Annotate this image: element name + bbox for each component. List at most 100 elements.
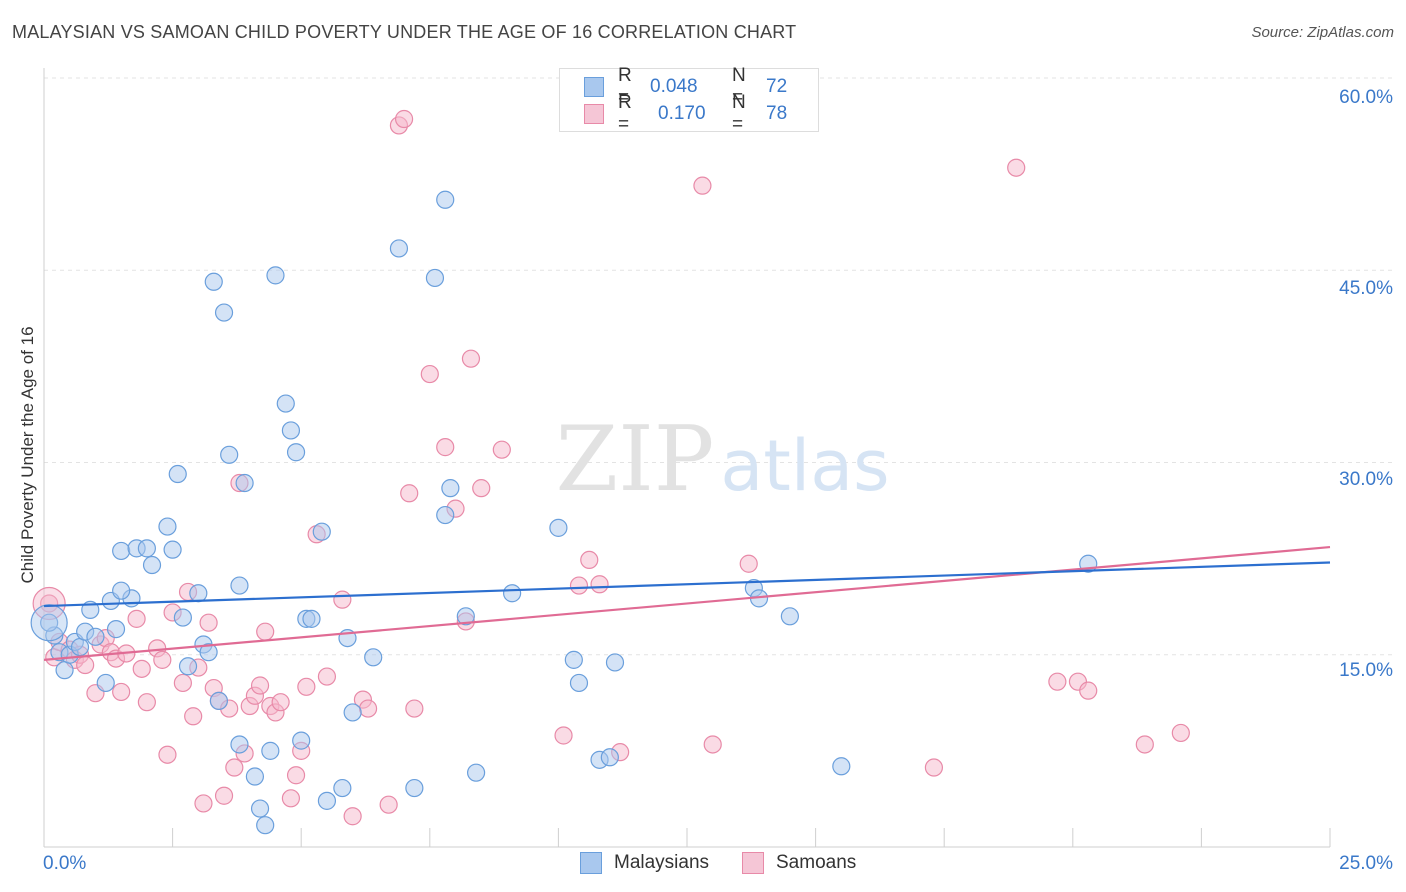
malaysian-point <box>256 816 275 835</box>
samoan-point <box>343 807 362 826</box>
malaysian-point <box>266 266 285 285</box>
malaysian-point <box>189 584 208 603</box>
n-value: 72 <box>766 76 788 97</box>
malaysian-point <box>214 303 234 322</box>
samoan-point <box>286 766 306 785</box>
malaysian-point <box>456 607 475 626</box>
malaysian-swatch <box>580 852 602 874</box>
malaysian-point <box>70 637 90 657</box>
samoan-point <box>1135 735 1154 754</box>
malaysian-point <box>230 576 249 595</box>
samoan-point <box>153 650 172 669</box>
trend-lines <box>43 545 1331 661</box>
malaysian-point <box>250 799 270 818</box>
malaysian-point <box>564 650 583 669</box>
malaysian-point <box>96 673 115 693</box>
samoan-point <box>281 789 301 808</box>
malaysian-point <box>436 190 455 209</box>
samoan-point <box>472 479 491 498</box>
malaysian-point <box>600 748 619 767</box>
samoan-point <box>1079 681 1098 700</box>
malaysian-point <box>30 604 68 642</box>
malaysian-point <box>245 767 265 786</box>
malaysian-point <box>281 421 301 440</box>
malaysian-point <box>106 620 126 639</box>
samoan-point <box>184 707 203 726</box>
samoan-point <box>569 576 589 595</box>
samoan-point <box>127 609 146 628</box>
malaysian-point <box>605 653 625 672</box>
samoan-point <box>1048 672 1067 691</box>
samoan-point <box>924 758 944 777</box>
legend-label: Malaysians <box>614 852 710 873</box>
malaysian-point <box>549 518 568 537</box>
malaysian-point <box>40 613 59 632</box>
samoan-point <box>379 795 398 814</box>
malaysian-point <box>317 791 337 810</box>
malaysian-point <box>780 607 799 626</box>
malaysian-point <box>173 608 192 627</box>
watermark-zip: ZIP <box>556 407 715 512</box>
y-tick-label: 15.0% <box>1339 660 1393 681</box>
samoan-point <box>250 676 270 695</box>
malaysian-point <box>312 522 331 541</box>
samoan-point <box>461 349 481 368</box>
malaysian-point <box>209 691 228 710</box>
malaysian-points <box>30 90 1098 835</box>
samoan-point <box>492 440 511 459</box>
malaysian-point <box>425 268 445 288</box>
malaysian-point <box>178 657 198 676</box>
samoan-point <box>436 438 455 457</box>
samoan-point <box>590 575 609 594</box>
samoan-trend-line <box>43 545 1331 661</box>
malaysian-trend-line <box>43 561 1331 608</box>
samoan-point <box>158 745 177 764</box>
samoan-point <box>580 550 599 570</box>
samoan-point <box>317 667 337 686</box>
malaysian-swatch <box>584 77 604 97</box>
legend-label: Samoans <box>776 852 857 873</box>
samoan-point <box>225 758 244 777</box>
samoan-point <box>199 613 218 632</box>
malaysian-point <box>142 555 162 575</box>
chart-title: MALAYSIAN VS SAMOAN CHILD POVERTY UNDER … <box>12 22 797 42</box>
samoan-point <box>132 659 151 678</box>
r-label: R = <box>618 65 632 108</box>
samoan-point <box>1171 723 1190 743</box>
malaysian-point <box>55 661 74 680</box>
legend-samoans: Samoans <box>742 852 856 874</box>
y-tick-label: 45.0% <box>1339 278 1393 299</box>
r-value: 0.170 <box>658 103 706 124</box>
malaysian-point <box>286 443 306 462</box>
malaysian-point <box>436 505 455 525</box>
samoan-point <box>333 590 352 609</box>
malaysian-point <box>158 517 177 536</box>
samoan-point <box>271 693 290 712</box>
samoan-point <box>40 594 59 613</box>
samoan-point <box>112 682 131 702</box>
samoan-point <box>76 655 95 675</box>
malaysian-point <box>112 541 131 561</box>
watermark-atlas: atlas <box>720 425 889 507</box>
samoan-point <box>358 699 378 718</box>
r-value: 0.048 <box>650 76 698 97</box>
malaysian-point <box>389 239 409 258</box>
malaysian-point <box>302 609 321 628</box>
samoan-swatch <box>584 104 604 124</box>
x-tick-label: 0.0% <box>43 853 87 874</box>
samoan-point <box>693 176 712 195</box>
malaysian-point <box>466 763 486 782</box>
n-label: N = <box>732 65 746 108</box>
samoan-point <box>400 484 419 503</box>
malaysian-point <box>292 731 311 750</box>
malaysian-point <box>163 540 182 559</box>
malaysian-point <box>235 473 254 493</box>
samoan-point <box>405 699 424 718</box>
y-tick-label: 30.0% <box>1339 469 1393 490</box>
samoan-point <box>194 794 213 813</box>
malaysian-point <box>137 539 156 558</box>
malaysian-point <box>569 673 589 693</box>
samoan-swatch <box>742 852 764 874</box>
malaysian-point <box>832 757 851 776</box>
malaysian-point <box>261 741 280 760</box>
